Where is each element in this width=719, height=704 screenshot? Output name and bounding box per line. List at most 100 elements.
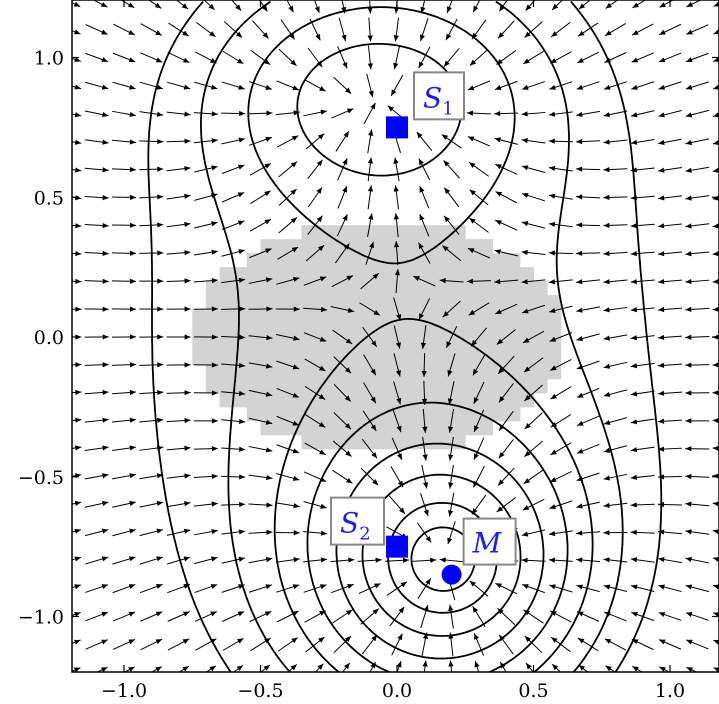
- field-arrow: [331, 108, 354, 119]
- region-cell: [437, 225, 453, 240]
- region-cell: [424, 295, 439, 310]
- field-arrow: [222, 637, 244, 651]
- field-arrow: [303, 557, 328, 563]
- field-arrow: [276, 360, 300, 370]
- region-cell: [424, 350, 439, 366]
- field-arrow: [685, 556, 710, 564]
- region-cell: [301, 378, 316, 394]
- field-arrow: [685, 446, 710, 452]
- svg-text:S2: S2: [340, 507, 371, 545]
- field-arrow: [393, 353, 402, 377]
- region-cell: [519, 295, 534, 310]
- field-arrow: [221, 249, 245, 257]
- field-arrow: [166, 193, 191, 200]
- field-arrow: [307, 187, 323, 208]
- region-cell: [506, 295, 521, 310]
- field-arrow: [523, 469, 544, 485]
- field-arrow: [713, 1, 719, 7]
- field-arrow: [522, 330, 545, 344]
- field-arrow: [305, 133, 325, 150]
- field-arrow: [72, 362, 82, 368]
- region-cell: [246, 323, 261, 338]
- region-cell: [287, 239, 302, 254]
- field-arrow: [166, 390, 191, 396]
- field-arrow: [332, 440, 352, 457]
- region-cell: [233, 392, 248, 408]
- region-cell: [492, 253, 507, 268]
- field-arrow: [658, 557, 682, 564]
- field-arrow: [576, 166, 601, 172]
- field-arrow: [139, 194, 164, 200]
- field-arrow: [72, 29, 81, 35]
- markers: S1 S2 M: [330, 71, 517, 585]
- region-cell: [492, 295, 507, 310]
- region-cell: [397, 434, 412, 450]
- region-cell: [424, 337, 439, 352]
- field-arrow: [631, 23, 654, 36]
- field-arrow: [275, 530, 300, 536]
- field-arrow: [603, 502, 628, 509]
- field-arrow: [390, 466, 404, 488]
- axes-frame: [71, 0, 719, 673]
- region-cell: [424, 267, 439, 282]
- field-arrow: [713, 639, 719, 645]
- field-arrow: [548, 530, 573, 537]
- field-arrow: [418, 46, 431, 69]
- region-cell: [219, 323, 234, 338]
- field-arrow: [139, 138, 164, 145]
- field-arrow: [713, 612, 719, 618]
- field-arrow: [658, 81, 682, 90]
- region-cell: [205, 350, 221, 366]
- field-arrow: [231, 0, 242, 11]
- field-arrow: [413, 275, 436, 287]
- field-arrow: [221, 501, 246, 508]
- field-arrow: [111, 334, 137, 340]
- region-cell: [274, 350, 289, 366]
- field-arrow: [658, 529, 682, 535]
- field-arrow: [420, 493, 429, 517]
- region-cell: [301, 253, 316, 268]
- minimum-marker: [441, 564, 462, 585]
- region-cell: [205, 295, 221, 310]
- field-arrow: [603, 167, 628, 173]
- region-cell: [356, 350, 371, 366]
- region-cell: [356, 239, 371, 254]
- contour-line: [200, 0, 624, 672]
- field-arrow: [393, 185, 400, 210]
- region-cell: [383, 434, 398, 450]
- region-cell: [506, 253, 521, 268]
- field-arrow: [524, 384, 543, 402]
- field-arrow: [631, 81, 655, 90]
- region-cell: [478, 253, 494, 268]
- region-cell: [410, 378, 425, 394]
- minimum-label: M: [462, 517, 517, 566]
- field-arrow: [85, 584, 109, 593]
- field-arrow: [333, 76, 352, 95]
- field-arrow: [631, 52, 654, 63]
- region-cell: [478, 350, 494, 366]
- field-arrow: [85, 52, 109, 63]
- region-cell: [383, 253, 398, 268]
- field-arrow: [193, 501, 218, 507]
- region-cell: [328, 309, 343, 324]
- field-arrow: [140, 638, 163, 651]
- region-cell: [328, 281, 343, 296]
- field-arrow: [658, 251, 682, 257]
- field-arrow: [139, 556, 163, 565]
- field-arrow: [658, 23, 682, 36]
- region-cell: [342, 253, 357, 268]
- field-arrow: [631, 638, 654, 651]
- field-arrow: [112, 556, 136, 565]
- field-arrow: [712, 445, 719, 452]
- field-arrow: [393, 17, 400, 42]
- region-cell: [369, 392, 384, 408]
- region-cell: [287, 295, 302, 310]
- field-arrow: [446, 0, 453, 13]
- region-cell: [205, 364, 221, 380]
- region-cell: [424, 253, 439, 268]
- field-arrow: [659, 666, 671, 672]
- region-cell: [397, 323, 412, 338]
- region-cell: [205, 378, 221, 394]
- region-cell: [246, 295, 261, 310]
- region-cell: [492, 323, 507, 338]
